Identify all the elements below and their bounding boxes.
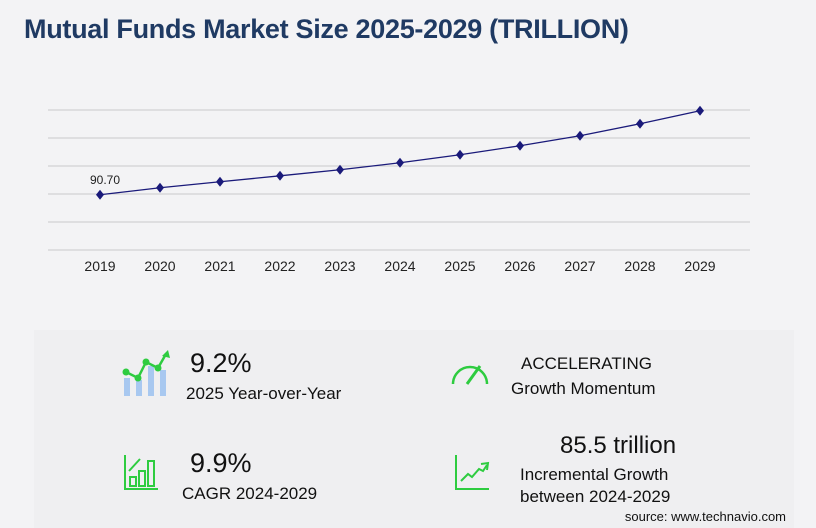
- line-chart: 2019 2020 2021 2022 2023 2024 2025 2026 2027 2028…: [48, 105, 750, 274]
- data-label: 90.70: [90, 173, 120, 187]
- incremental-label-1: Incremental Growth: [520, 465, 669, 484]
- data-point: [216, 176, 224, 187]
- momentum-value: ACCELERATING: [521, 354, 652, 373]
- data-point: [156, 182, 164, 193]
- bar-chart-icon: [124, 455, 158, 490]
- incremental-value: 85.5 trillion: [560, 432, 677, 459]
- yoy-value: 9.2%: [190, 348, 252, 378]
- data-point: [336, 164, 344, 175]
- series-line: [99, 110, 701, 196]
- data-point: [576, 130, 584, 141]
- trend-chart-icon: [455, 455, 490, 490]
- data-point: [696, 105, 704, 116]
- x-tick-label: 2026: [504, 258, 535, 274]
- x-tick-label: 2025: [444, 258, 475, 274]
- x-tick-label: 2028: [624, 258, 655, 274]
- incremental-label-2: between 2024-2029: [520, 487, 671, 506]
- growth-bars-icon: [122, 350, 170, 396]
- data-point: [516, 140, 524, 151]
- x-tick-label: 2024: [384, 258, 415, 274]
- data-point: [636, 118, 644, 129]
- source-text: source: www.technavio.com: [624, 509, 786, 524]
- chart-title: Mutual Funds Market Size 2025-2029 (TRIL…: [24, 14, 629, 44]
- x-tick-label: 2020: [144, 258, 175, 274]
- momentum-label: Growth Momentum: [511, 379, 656, 398]
- data-point: [96, 189, 104, 200]
- data-point: [396, 157, 404, 168]
- yoy-label: 2025 Year-over-Year: [186, 384, 342, 403]
- data-point: [276, 170, 284, 181]
- x-tick-label: 2021: [204, 258, 235, 274]
- cagr-label: CAGR 2024-2029: [182, 484, 318, 503]
- x-tick-label: 2023: [324, 258, 355, 274]
- cagr-value: 9.9%: [190, 448, 252, 478]
- x-tick-label: 2022: [264, 258, 295, 274]
- data-point: [456, 149, 464, 160]
- x-tick-label: 2027: [564, 258, 595, 274]
- x-tick-label: 2019: [84, 258, 115, 274]
- speedometer-icon: [451, 365, 489, 385]
- x-tick-label: 2029: [684, 258, 715, 274]
